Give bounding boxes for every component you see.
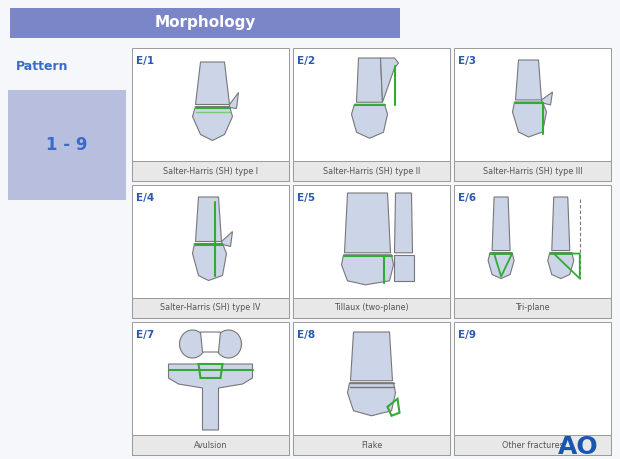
Polygon shape (492, 197, 510, 251)
Polygon shape (394, 193, 412, 253)
Text: Salter-Harris (SH) type I: Salter-Harris (SH) type I (163, 167, 258, 175)
Bar (293, 161, 450, 181)
Text: Morphology: Morphology (154, 16, 255, 30)
Polygon shape (352, 104, 388, 138)
Polygon shape (195, 62, 229, 105)
Polygon shape (192, 244, 226, 280)
Ellipse shape (180, 330, 205, 358)
Polygon shape (552, 197, 570, 251)
Bar (10, 8, 400, 38)
Text: E/9: E/9 (458, 330, 476, 340)
Bar (8, 90, 126, 200)
Text: Salter-Harris (SH) type II: Salter-Harris (SH) type II (323, 167, 420, 175)
Polygon shape (541, 92, 552, 105)
Polygon shape (488, 252, 514, 279)
Polygon shape (221, 231, 232, 246)
Bar (132, 322, 289, 455)
Polygon shape (229, 93, 239, 108)
Polygon shape (350, 332, 392, 381)
Polygon shape (347, 383, 396, 416)
Text: 1 - 9: 1 - 9 (46, 136, 88, 154)
Text: Tri-plane: Tri-plane (515, 303, 550, 313)
Bar (454, 48, 611, 181)
Polygon shape (169, 364, 252, 430)
Bar (293, 322, 450, 455)
Bar (132, 48, 289, 181)
Polygon shape (515, 60, 541, 100)
Bar (293, 435, 450, 455)
Bar (132, 298, 289, 318)
Text: Pattern: Pattern (16, 60, 68, 73)
Bar (293, 48, 450, 181)
Text: E/3: E/3 (458, 56, 476, 66)
Ellipse shape (216, 330, 242, 358)
Bar (454, 161, 611, 181)
Text: Tillaux (two-plane): Tillaux (two-plane) (334, 303, 409, 313)
Text: Salter-Harris (SH) type IV: Salter-Harris (SH) type IV (160, 303, 261, 313)
Polygon shape (547, 252, 574, 279)
Text: Avulsion: Avulsion (194, 441, 227, 449)
Bar (454, 298, 611, 318)
Polygon shape (394, 255, 414, 281)
Bar (293, 298, 450, 318)
Polygon shape (192, 106, 232, 140)
Text: AO: AO (559, 435, 599, 459)
Polygon shape (356, 58, 383, 102)
Bar (293, 185, 450, 318)
Text: E/6: E/6 (458, 193, 476, 203)
Text: E/7: E/7 (136, 330, 154, 340)
Text: E/8: E/8 (297, 330, 315, 340)
Text: Other fractures: Other fractures (502, 441, 564, 449)
Text: E/1: E/1 (136, 56, 154, 66)
Text: E/2: E/2 (297, 56, 315, 66)
Bar (454, 185, 611, 318)
Polygon shape (513, 102, 546, 137)
Bar (132, 161, 289, 181)
Text: Salter-Harris (SH) type III: Salter-Harris (SH) type III (483, 167, 582, 175)
Text: E/4: E/4 (136, 193, 154, 203)
Polygon shape (342, 255, 394, 285)
Polygon shape (345, 193, 391, 253)
Bar (132, 435, 289, 455)
Text: E/5: E/5 (297, 193, 315, 203)
Bar (454, 322, 611, 455)
Bar (454, 435, 611, 455)
Bar (132, 185, 289, 318)
Polygon shape (200, 332, 221, 352)
Text: Flake: Flake (361, 441, 382, 449)
Polygon shape (195, 197, 221, 241)
Polygon shape (381, 58, 399, 102)
